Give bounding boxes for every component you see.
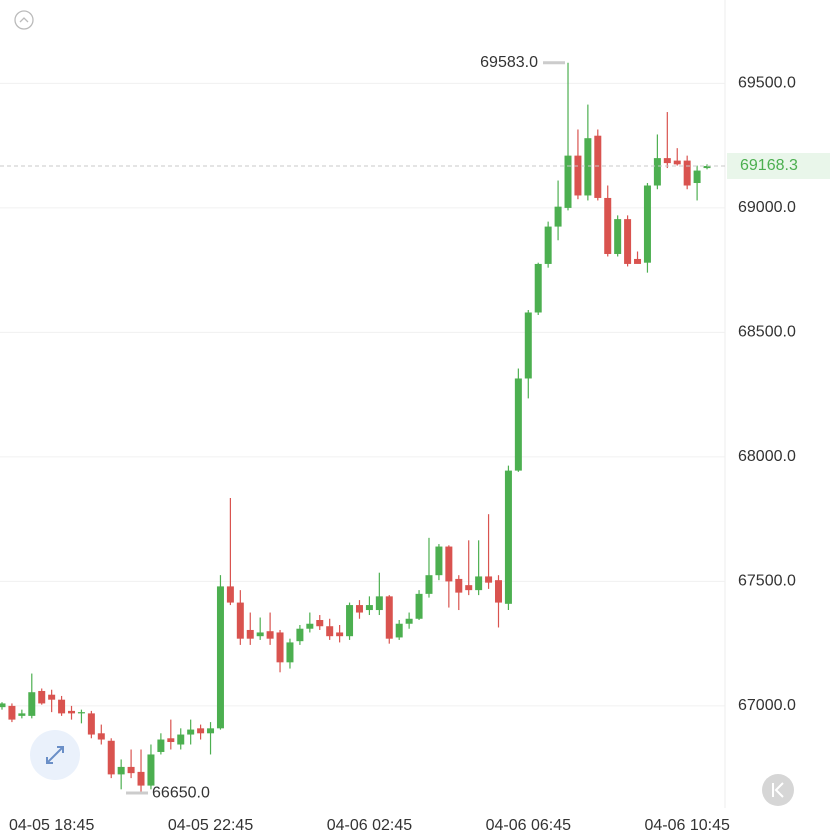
candle-body [514, 378, 522, 471]
candle-body [693, 170, 701, 184]
candle-body [28, 692, 36, 716]
candle-body [683, 160, 691, 186]
candle-body [346, 605, 354, 637]
candle-body [485, 576, 493, 583]
candle-body [435, 546, 443, 576]
candle-body [326, 626, 334, 637]
y-tick-label: 67500.0 [738, 573, 796, 590]
candle-body [425, 575, 433, 594]
candle-body [97, 733, 105, 740]
candle-body [375, 596, 383, 611]
candle-body [226, 586, 234, 603]
y-tick-label: 68500.0 [738, 324, 796, 341]
last-price-box [727, 153, 830, 180]
candle-body [266, 631, 274, 639]
candle-body [276, 632, 284, 663]
candle-body [58, 699, 66, 714]
candle-body [296, 628, 304, 642]
candle-body [385, 596, 393, 639]
candle-body [177, 734, 185, 745]
candle-body [18, 713, 26, 716]
candle-body [524, 312, 532, 379]
candle-body [703, 166, 711, 169]
candle-body [216, 586, 224, 729]
candle-body [634, 258, 642, 264]
candle-body [187, 729, 195, 735]
candle-body [236, 602, 244, 639]
candle-body [594, 135, 602, 198]
y-tick-label: 68000.0 [738, 448, 796, 465]
candle-body [495, 580, 502, 603]
candle-body [455, 578, 463, 593]
candle-body [445, 546, 453, 582]
candle-body [643, 185, 651, 263]
candle-body [574, 155, 582, 196]
candle-body [256, 632, 264, 637]
candle-body [604, 197, 612, 254]
candle-body [365, 605, 373, 611]
candle-body [584, 138, 592, 196]
min-label: 66650.0 [152, 784, 210, 801]
top-icon[interactable] [14, 10, 34, 30]
candle-body [48, 694, 56, 700]
candle-body [157, 739, 165, 752]
candle-body [614, 219, 622, 254]
candle-body [117, 766, 125, 775]
candle-body [127, 766, 135, 774]
candle-body [534, 263, 542, 313]
x-tick-label: 04-05 18:45 [9, 817, 95, 834]
candle-body [465, 585, 473, 591]
candle-body [355, 605, 363, 613]
candle-body [306, 623, 314, 629]
candle-body [624, 219, 632, 264]
candle-body [405, 618, 413, 624]
candle-body [286, 642, 294, 663]
candle-body [475, 576, 483, 591]
y-tick-label: 69500.0 [738, 75, 796, 92]
candle-body [653, 158, 661, 186]
max-label: 69583.0 [480, 54, 538, 71]
candle-body [246, 629, 254, 639]
candle-body [167, 738, 175, 743]
candle-body [316, 620, 324, 627]
last-price-label: 69168.3 [740, 157, 798, 174]
candle-body [207, 728, 215, 734]
back-button[interactable] [762, 774, 794, 806]
x-tick-label: 04-06 10:45 [644, 817, 730, 834]
x-tick-label: 04-06 02:45 [327, 817, 413, 834]
candle-body [68, 710, 76, 714]
candle-body [147, 754, 155, 786]
candle-body [504, 470, 512, 604]
candle-body [544, 226, 552, 264]
candle-body [87, 713, 95, 735]
candle-body [0, 703, 6, 708]
candle-body [564, 155, 572, 208]
candle-body [107, 740, 115, 775]
candle-body [395, 623, 403, 638]
y-tick-label: 69000.0 [738, 199, 796, 216]
candle-body [673, 160, 681, 165]
x-tick-label: 04-06 06:45 [486, 817, 572, 834]
candle-body [197, 728, 205, 734]
candle-body [415, 593, 423, 619]
candle-body [8, 705, 16, 720]
candle-body [336, 632, 344, 637]
expand-button[interactable] [30, 730, 80, 780]
candle-body [77, 712, 85, 714]
candle-body [554, 206, 562, 227]
candle-body [137, 771, 145, 786]
candle-body [663, 158, 671, 164]
candle-body [38, 690, 46, 704]
x-tick-label: 04-05 22:45 [168, 817, 254, 834]
y-tick-label: 67000.0 [738, 697, 796, 714]
